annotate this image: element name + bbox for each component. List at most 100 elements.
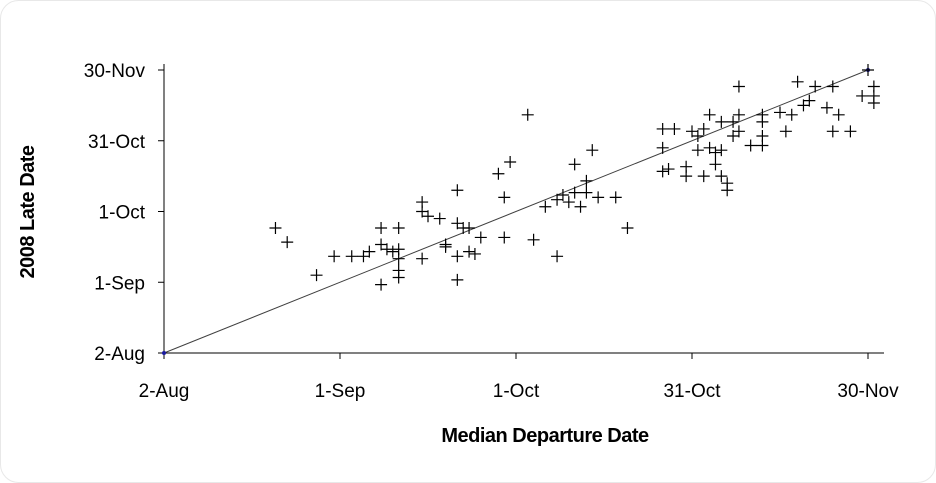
data-point [439, 240, 452, 253]
data-point [727, 115, 740, 128]
data-point [269, 222, 282, 235]
data-point [463, 245, 476, 258]
data-point [721, 177, 734, 190]
data-point [422, 210, 434, 223]
data-point [451, 184, 464, 197]
data-point [386, 245, 399, 258]
y-tick-labels: 2-Aug 1-Sep 1-Oct 31-Oct 30-Nov [84, 61, 146, 365]
data-point [715, 144, 728, 157]
data-point [809, 80, 822, 93]
x-tick-label: 31-Oct [663, 381, 721, 402]
data-point [862, 64, 874, 76]
x-axis-title: Median Departure Date [441, 425, 649, 447]
x-tick-label: 30-Nov [837, 381, 899, 402]
data-point [785, 108, 798, 121]
data-point [592, 191, 605, 204]
data-point [392, 264, 405, 277]
data-point [680, 160, 693, 173]
data-point [697, 122, 710, 135]
y-tick-label: 2-Aug [94, 344, 145, 365]
x-tick-labels: 2-Aug 1-Sep 1-Oct 31-Oct 30-Nov [139, 381, 899, 402]
data-point [392, 222, 405, 235]
data-point [375, 222, 388, 235]
data-point [691, 130, 704, 143]
data-point [656, 141, 669, 154]
data-point [826, 80, 839, 93]
one-to-one-line [163, 69, 869, 354]
data-point [574, 200, 587, 213]
data-point [539, 200, 552, 213]
data-point [621, 222, 634, 235]
data-point [744, 139, 757, 152]
data-point [856, 89, 869, 102]
data-point [662, 163, 675, 176]
y-tick-label: 1-Oct [99, 203, 146, 224]
data-point [521, 108, 534, 121]
data-point [867, 80, 880, 93]
data-point [568, 158, 581, 171]
data-point [697, 170, 710, 183]
data-point [803, 94, 816, 107]
data-point [867, 97, 880, 110]
data-point [556, 188, 569, 201]
y-tick-label: 31-Oct [88, 132, 146, 153]
x-tick-label: 2-Aug [139, 381, 190, 402]
data-point [826, 125, 839, 138]
data-point [609, 191, 622, 204]
data-point [580, 174, 593, 187]
data-point [756, 130, 769, 143]
data-point [703, 141, 716, 154]
data-point [774, 106, 786, 119]
data-point [357, 250, 370, 263]
data-point [656, 165, 669, 178]
data-point [779, 125, 792, 138]
data-point [580, 186, 593, 199]
data-point [345, 250, 358, 263]
data-point [416, 252, 429, 265]
data-point [732, 108, 745, 121]
data-point [844, 125, 857, 138]
x-tick-label: 1-Oct [493, 381, 540, 402]
y-axis-title: 2008 Late Date [17, 145, 39, 278]
y-tick-label: 1-Sep [94, 273, 145, 294]
data-point [492, 167, 505, 180]
data-point [498, 231, 511, 244]
data-point [474, 231, 487, 244]
data-point [568, 186, 581, 199]
data-point [328, 250, 341, 263]
data-point [820, 101, 833, 114]
data-point [375, 278, 388, 291]
data-point [656, 122, 669, 135]
data-point [433, 212, 446, 225]
data-point [703, 108, 716, 121]
data-point [727, 130, 740, 143]
line-endpoint-marker [162, 351, 166, 355]
reference-line [162, 68, 870, 355]
data-point [797, 99, 810, 112]
data-point [732, 125, 745, 138]
data-points [269, 64, 880, 291]
x-tick-label: 1-Sep [315, 381, 366, 402]
data-point [832, 108, 845, 121]
data-point [668, 122, 681, 135]
data-point [363, 245, 376, 258]
data-point [451, 273, 464, 286]
data-point [451, 217, 464, 230]
data-point [691, 144, 704, 157]
data-point [463, 222, 476, 235]
data-point [504, 155, 517, 168]
data-point [527, 233, 540, 246]
data-point [551, 193, 564, 206]
data-point [380, 243, 393, 256]
data-point [791, 75, 804, 88]
data-point [468, 247, 481, 260]
data-point [416, 196, 429, 209]
data-point [732, 80, 745, 93]
data-point [310, 269, 323, 282]
data-point [586, 144, 599, 157]
data-point [709, 158, 722, 171]
y-tick-label: 30-Nov [84, 61, 146, 82]
data-point [281, 236, 294, 249]
data-point [392, 243, 405, 256]
